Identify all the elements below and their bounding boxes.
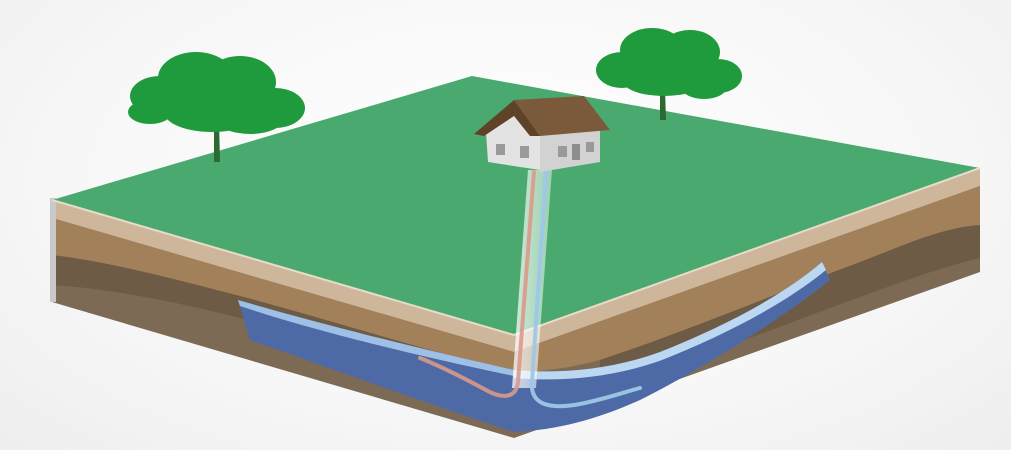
aquifer-right [514,262,830,432]
house-roof-gable [474,100,540,136]
tree-icon [596,28,742,120]
house-door [572,144,580,160]
left-face-soil-layers [50,198,514,438]
house-icon [474,96,610,172]
house-window [496,144,505,155]
right-face-soil-layers [514,168,980,438]
tree-trunk-right [648,72,676,120]
geothermal-well [418,170,642,409]
right-face-brown-layer [514,186,980,372]
supply-pipe [418,170,536,398]
house-window [586,142,594,152]
left-face-topsoil [52,200,514,352]
return-pipe [529,170,642,409]
aquifer-left-highlight [238,300,514,376]
ground-front-edge-left [51,199,515,336]
tree-foliage-left [128,52,305,134]
house-window [558,146,567,157]
tree-foliage-right [596,28,742,99]
block-left-edge [50,198,56,302]
ground-front-edge-right [513,167,981,336]
house-window [520,146,529,158]
left-face-brown-layer [52,218,514,372]
right-face-topsoil [514,168,980,352]
house-roof-side [514,96,610,136]
house-side-wall [540,130,600,172]
ground-surface [52,76,980,335]
aquifer-right-highlight [514,262,826,380]
tree-icon [128,52,305,162]
aquifer-left [238,300,514,432]
